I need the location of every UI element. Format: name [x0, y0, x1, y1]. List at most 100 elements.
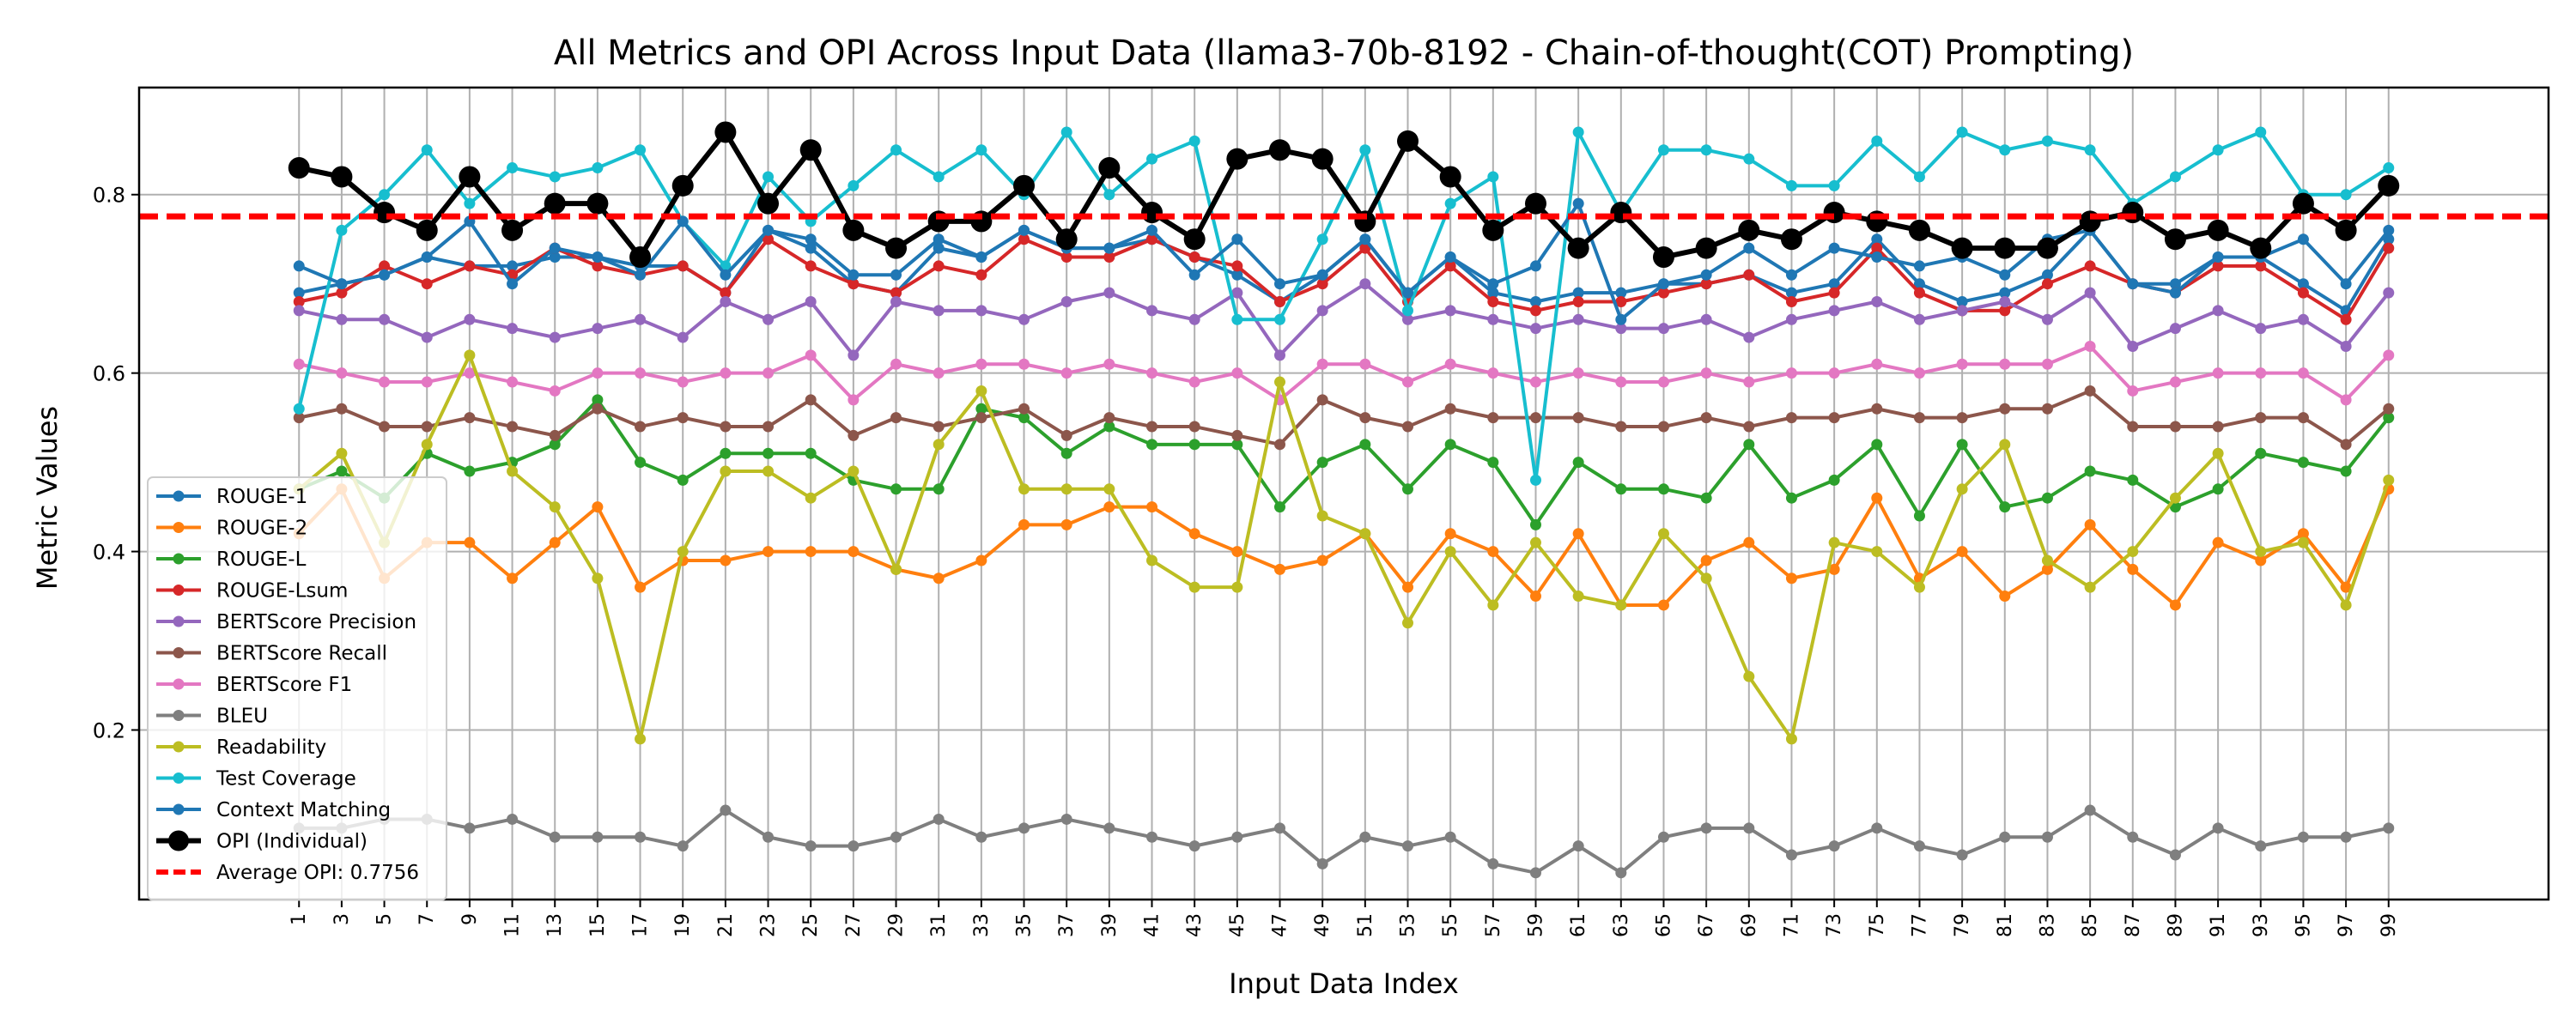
data-point [848, 840, 860, 852]
data-point [1316, 510, 1328, 522]
data-point [1615, 323, 1627, 335]
data-point [1359, 528, 1371, 540]
data-point [805, 546, 817, 558]
data-point [1188, 840, 1200, 852]
series-line [298, 237, 2391, 322]
data-point [890, 483, 902, 495]
data-point [2041, 831, 2053, 843]
data-point [507, 421, 519, 433]
data-point [1060, 518, 1072, 530]
data-point [762, 831, 775, 843]
data-point [464, 465, 476, 477]
x-tick-label: 77 [1909, 913, 1930, 937]
data-point [2212, 144, 2224, 156]
data-point [2041, 563, 2053, 575]
data-point [1487, 457, 1499, 469]
data-point [1652, 246, 1674, 269]
data-point [1572, 295, 1584, 307]
legend-item: ROUGE-2 [156, 518, 307, 540]
data-point [293, 287, 305, 299]
data-point [635, 144, 647, 156]
data-point [799, 139, 822, 161]
data-point [1529, 867, 1541, 879]
data-point [1700, 412, 1712, 424]
data-point [293, 260, 305, 272]
x-tick-label: 69 [1739, 913, 1760, 937]
chart-title: All Metrics and OPI Across Input Data (l… [554, 33, 2134, 73]
data-point [2122, 202, 2144, 224]
data-point [336, 287, 348, 299]
y-axis-label: Metric Values [31, 406, 64, 590]
data-point [975, 144, 987, 156]
data-point [1401, 581, 1413, 593]
data-point [1188, 251, 1200, 264]
x-tick-label: 97 [2336, 913, 2357, 937]
data-point [2084, 287, 2096, 299]
data-point [677, 840, 689, 852]
data-point [890, 144, 902, 156]
data-point [1103, 483, 1115, 495]
data-point [975, 385, 987, 397]
x-tick-label: 95 [2293, 913, 2314, 937]
data-point [1183, 228, 1206, 251]
data-point [1828, 287, 1840, 299]
data-point [421, 251, 433, 264]
legend-marker [173, 490, 185, 502]
data-point [2084, 385, 2096, 397]
data-point [805, 492, 817, 504]
data-point [2297, 287, 2309, 299]
legend-marker [168, 830, 189, 851]
data-point [2297, 412, 2309, 424]
data-point [1103, 189, 1115, 201]
data-point [592, 501, 604, 513]
data-point [1871, 492, 1883, 504]
series-line [298, 344, 2391, 402]
data-point [549, 171, 561, 183]
data-point [1572, 126, 1584, 138]
data-point [1529, 518, 1541, 530]
data-point [975, 305, 987, 317]
data-point [1956, 295, 1968, 307]
data-point [975, 412, 987, 424]
data-point [677, 331, 689, 343]
legend-label: ROUGE-2 [216, 518, 307, 540]
data-point [1188, 581, 1200, 593]
data-point [1956, 126, 1968, 138]
x-tick-label: 33 [971, 913, 993, 937]
data-point [677, 376, 689, 388]
data-point [805, 242, 817, 254]
data-point [1146, 439, 1158, 451]
data-point [379, 376, 391, 388]
data-point [933, 233, 945, 245]
data-point [2212, 367, 2224, 379]
data-point [1103, 421, 1115, 433]
x-tick-label: 79 [1952, 913, 1973, 937]
data-point [379, 189, 391, 201]
data-point [1103, 358, 1115, 370]
data-point [1743, 536, 1755, 548]
data-point [1188, 269, 1200, 281]
data-point [629, 246, 652, 269]
data-point [549, 429, 561, 441]
data-point [1487, 171, 1499, 183]
series-line [297, 353, 2391, 741]
data-point [1657, 323, 1669, 335]
data-point [544, 192, 566, 215]
data-point [714, 121, 737, 143]
data-point [1572, 528, 1584, 540]
data-point [379, 421, 391, 433]
data-point [1572, 412, 1584, 424]
data-point [848, 394, 860, 406]
data-point [1188, 313, 1200, 325]
data-point [1615, 313, 1627, 325]
data-point [1999, 501, 2011, 513]
data-point [1188, 135, 1200, 147]
data-point [890, 358, 902, 370]
data-point [379, 269, 391, 281]
data-point [1188, 421, 1200, 433]
data-point [1482, 219, 1504, 241]
data-point [805, 233, 817, 245]
data-point [464, 367, 476, 379]
data-point [720, 421, 732, 433]
data-point [1529, 591, 1541, 603]
